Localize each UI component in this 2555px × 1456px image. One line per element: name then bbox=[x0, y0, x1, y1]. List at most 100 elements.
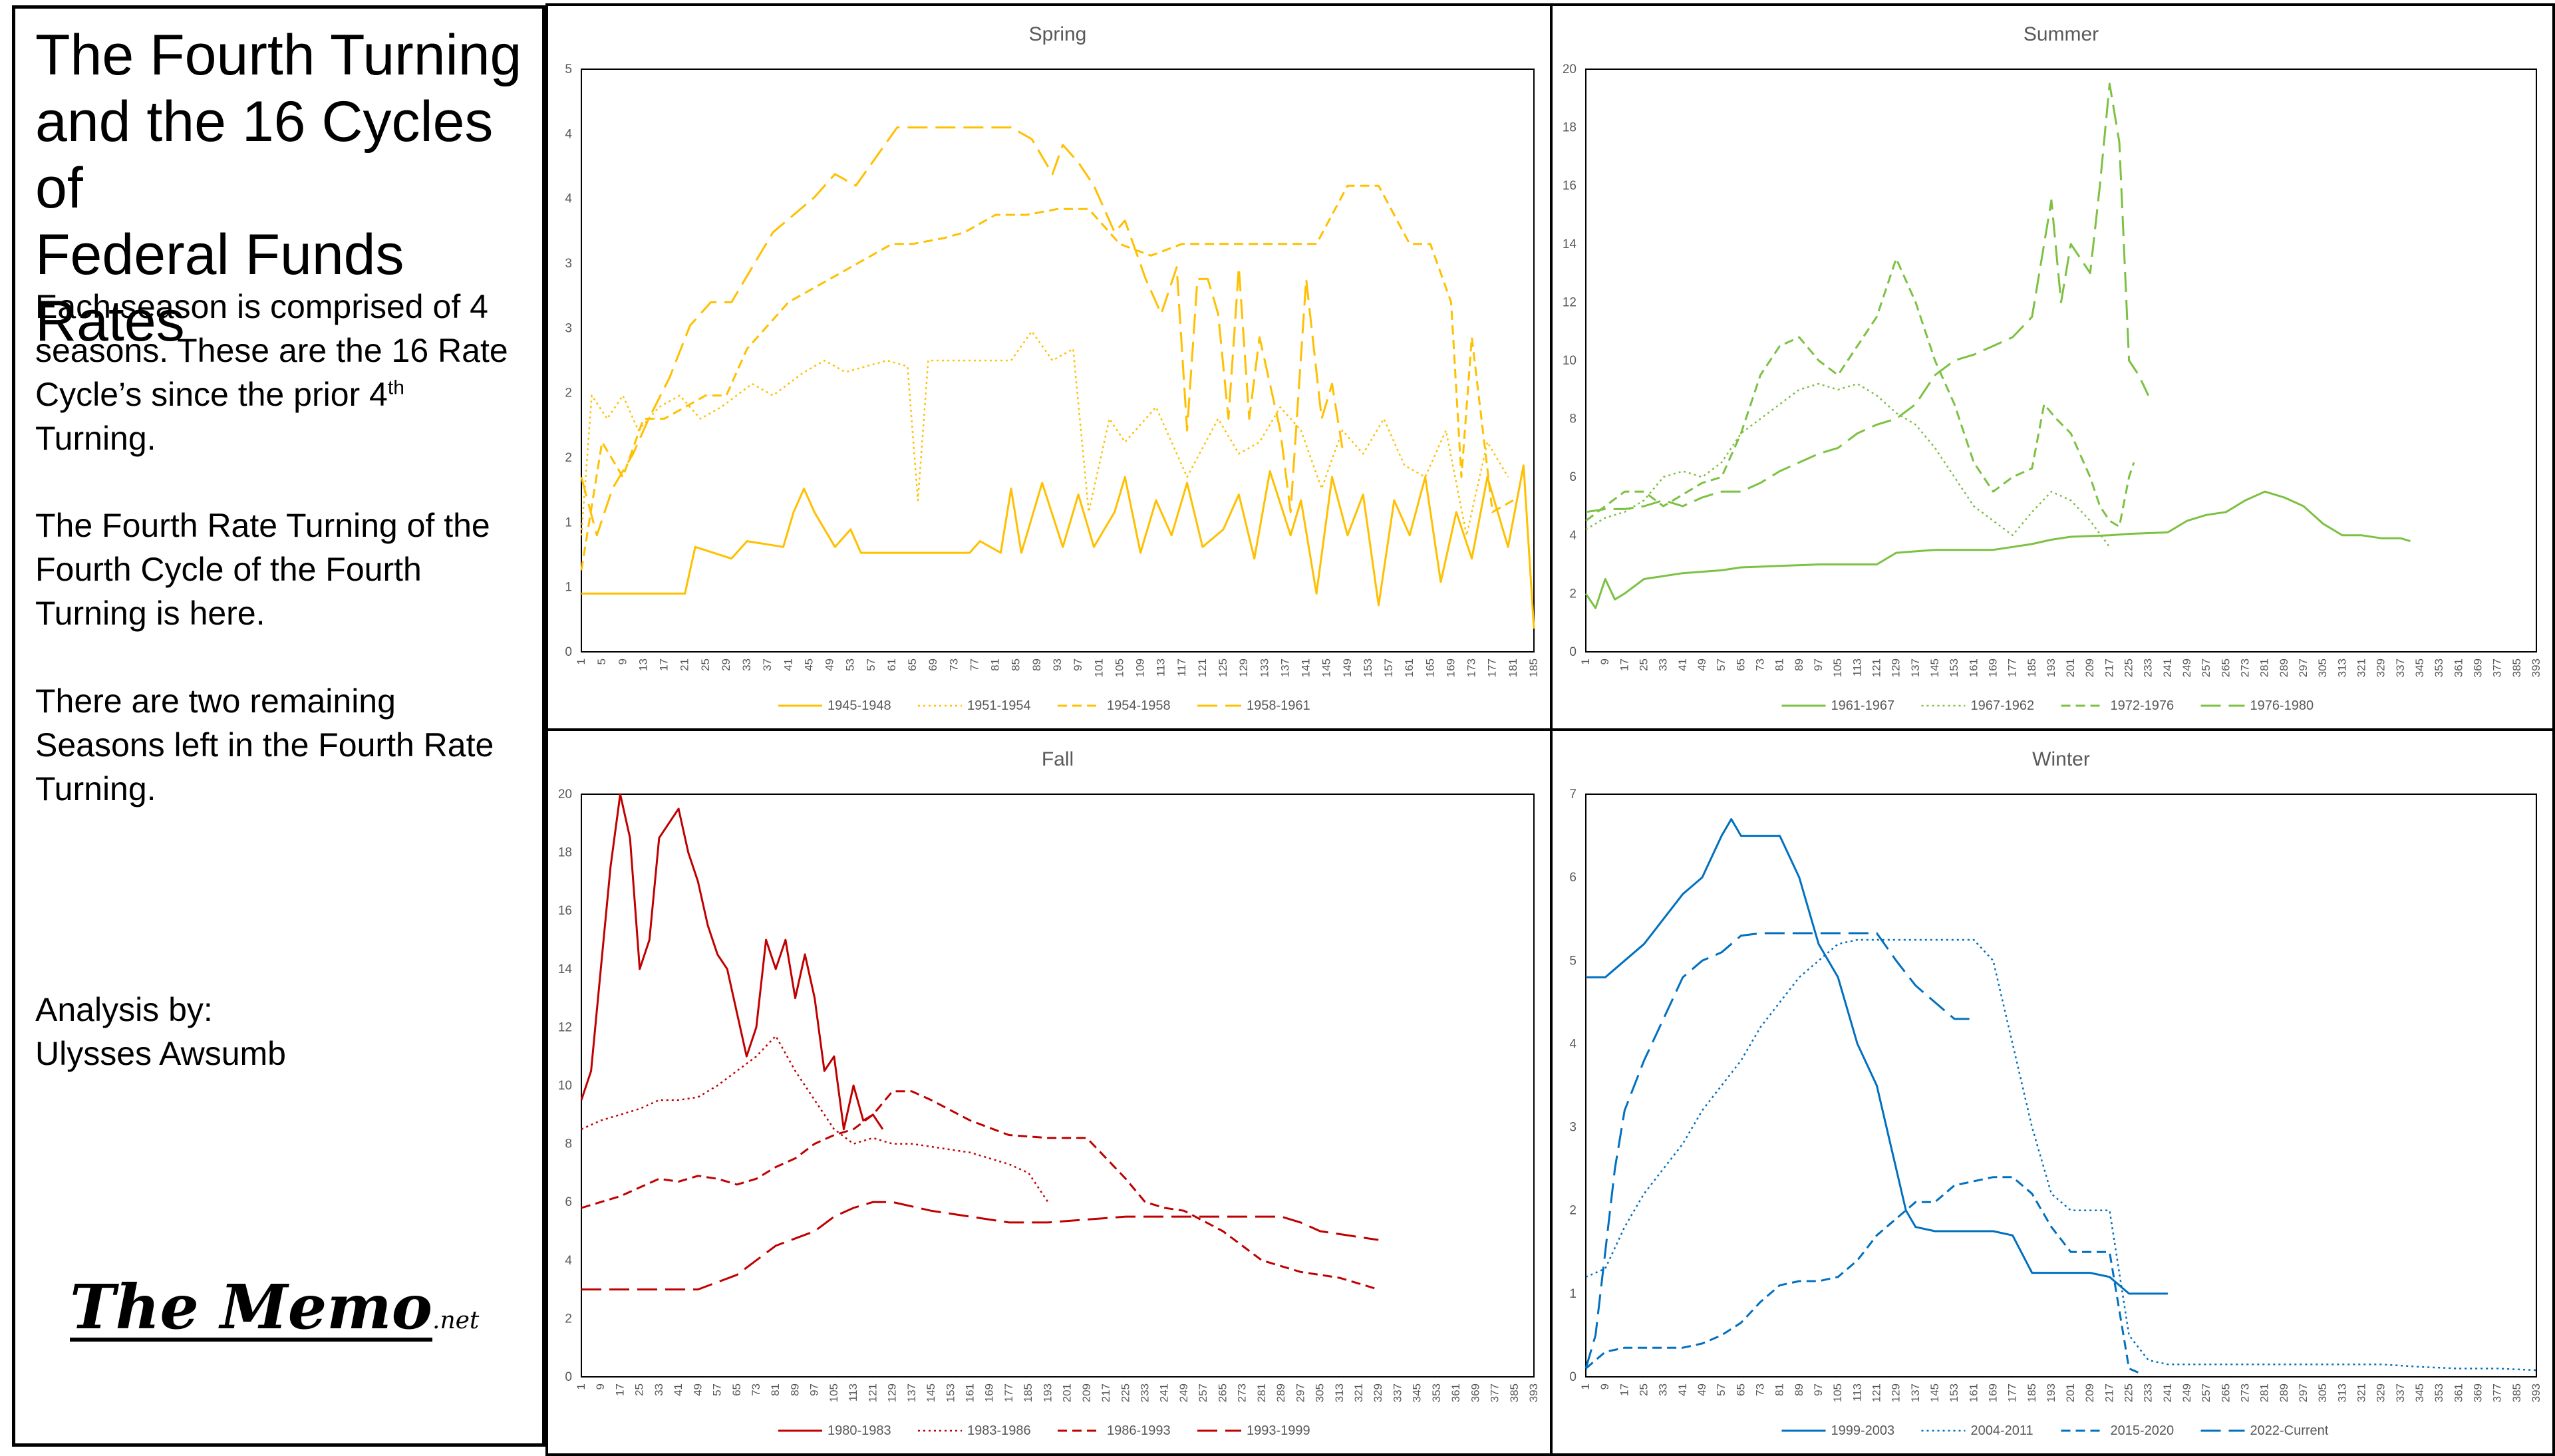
spring-chart-panel: Spring 0 1 1 2 2 3 3 4 4 5 1 5 9 13 17 21 25 29 33 37 41 45 49 5… bbox=[545, 3, 1553, 731]
x-tick-label: 169 bbox=[1986, 1383, 1999, 1402]
info-panel: The Fourth Turning and the 16 Cycles of … bbox=[12, 5, 545, 1447]
x-tick-label: 369 bbox=[1469, 1383, 1481, 1402]
x-tick-label: 113 bbox=[1851, 658, 1863, 676]
x-tick-label: 57 bbox=[711, 1383, 724, 1396]
series-line-1983-1986 bbox=[581, 1035, 1049, 1203]
y-tick-label: 14 bbox=[1563, 237, 1577, 251]
legend-item: 1958-1961 bbox=[1197, 698, 1310, 713]
legend-label: 1972-1976 bbox=[2111, 698, 2175, 713]
x-tick-label: 105 bbox=[1831, 1383, 1844, 1402]
x-tick-label: 157 bbox=[1382, 658, 1395, 677]
legend-item: 1967-1962 bbox=[1921, 698, 2034, 713]
x-tick-label: 37 bbox=[761, 658, 774, 671]
x-tick-label: 241 bbox=[2161, 1383, 2174, 1402]
x-tick-label: 361 bbox=[1449, 1383, 1462, 1402]
x-tick-label: 145 bbox=[1928, 658, 1941, 677]
x-tick-label: 77 bbox=[968, 658, 980, 671]
x-tick-label: 101 bbox=[1092, 658, 1105, 677]
x-tick-label: 73 bbox=[750, 1383, 762, 1396]
legend-label: 2004-2011 bbox=[1971, 1423, 2033, 1438]
x-tick-label: 9 bbox=[594, 1383, 607, 1389]
x-tick-label: 25 bbox=[1637, 1383, 1650, 1396]
legend-label: 1993-1999 bbox=[1247, 1423, 1310, 1438]
y-tick-label: 0 bbox=[1569, 645, 1577, 659]
x-tick-label: 41 bbox=[782, 658, 794, 671]
paragraph-line: Turning is here. bbox=[35, 595, 265, 632]
x-tick-label: 137 bbox=[1278, 658, 1291, 677]
y-tick-label: 20 bbox=[1563, 63, 1577, 76]
x-tick-label: 241 bbox=[2161, 658, 2174, 677]
x-tick-label: 81 bbox=[989, 658, 1002, 671]
logo-text: The Memo bbox=[70, 1271, 432, 1343]
x-tick-label: 233 bbox=[2142, 1383, 2155, 1402]
x-tick-label: 329 bbox=[2375, 658, 2387, 677]
plot-area bbox=[581, 69, 1535, 653]
x-tick-label: 329 bbox=[1372, 1383, 1384, 1402]
y-tick-label: 4 bbox=[1569, 529, 1577, 543]
x-tick-label: 321 bbox=[2355, 658, 2368, 677]
x-tick-label: 265 bbox=[2219, 658, 2232, 677]
x-tick-label: 257 bbox=[2200, 658, 2212, 677]
x-tick-label: 217 bbox=[2103, 1383, 2115, 1402]
y-tick-label: 10 bbox=[558, 1079, 572, 1093]
series-line-1980-1983 bbox=[580, 793, 884, 1131]
x-tick-label: 185 bbox=[2026, 1383, 2038, 1402]
x-tick-label: 337 bbox=[2394, 658, 2407, 677]
y-tick-label: 0 bbox=[1569, 1370, 1577, 1384]
x-tick-label: 97 bbox=[1812, 658, 1825, 671]
x-tick-label: 1 bbox=[575, 1383, 587, 1389]
x-tick-label: 13 bbox=[637, 658, 649, 671]
x-tick-label: 185 bbox=[1527, 658, 1540, 677]
author-name: Ulysses Awsumb bbox=[35, 1035, 286, 1072]
y-tick-label: 16 bbox=[558, 904, 572, 918]
x-tick-label: 89 bbox=[1793, 658, 1805, 671]
x-tick-label: 149 bbox=[1341, 658, 1354, 677]
x-tick-label: 45 bbox=[802, 658, 815, 671]
y-tick-label: 2 bbox=[565, 386, 572, 400]
x-tick-label: 25 bbox=[1637, 658, 1650, 671]
x-tick-label: 305 bbox=[1314, 1383, 1326, 1402]
x-tick-label: 193 bbox=[2045, 658, 2057, 677]
x-tick-label: 121 bbox=[1870, 658, 1882, 677]
paragraph-line: There are two remaining bbox=[35, 682, 396, 720]
x-tick-label: 97 bbox=[808, 1383, 821, 1396]
intro-line-text: Cycle’s since the prior 4 bbox=[35, 376, 388, 413]
series-line-1945-1948 bbox=[581, 464, 1535, 629]
the-memo-logo[interactable]: The Memo.net bbox=[70, 1271, 479, 1343]
x-tick-label: 141 bbox=[1300, 658, 1312, 677]
x-tick-label: 353 bbox=[2433, 658, 2445, 677]
series-line-1954-1958 bbox=[580, 184, 1514, 571]
y-tick-label: 16 bbox=[1563, 179, 1577, 193]
x-tick-label: 137 bbox=[1909, 658, 1922, 677]
y-tick-label: 1 bbox=[1569, 1287, 1577, 1301]
intro-line: Each season is comprised of 4 bbox=[35, 288, 488, 325]
x-tick-label: 345 bbox=[2413, 1383, 2426, 1402]
x-tick-label: 65 bbox=[906, 658, 919, 671]
x-tick-label: 225 bbox=[1119, 1383, 1131, 1402]
x-tick-label: 385 bbox=[2510, 658, 2523, 677]
x-tick-label: 201 bbox=[1061, 1383, 1074, 1402]
legend-item: 2004-2011 bbox=[1921, 1423, 2033, 1438]
x-tick-label: 281 bbox=[2258, 1383, 2271, 1402]
x-tick-label: 165 bbox=[1424, 658, 1436, 677]
x-tick-label: 361 bbox=[2452, 658, 2465, 677]
title-line: The Fourth Turning bbox=[35, 23, 522, 87]
x-tick-label: 289 bbox=[1275, 1383, 1287, 1402]
x-tick-label: 113 bbox=[847, 1383, 859, 1401]
series-line-1972-1976 bbox=[1585, 257, 2135, 528]
x-tick-label: 281 bbox=[1255, 1383, 1268, 1402]
x-tick-label: 305 bbox=[2316, 1383, 2329, 1402]
y-tick-label: 10 bbox=[1563, 354, 1577, 368]
y-tick-label: 2 bbox=[1569, 587, 1577, 601]
x-tick-label: 65 bbox=[730, 1383, 743, 1396]
x-tick-label: 65 bbox=[1734, 658, 1747, 671]
x-tick-label: 217 bbox=[1100, 1383, 1112, 1402]
x-tick-label: 257 bbox=[2200, 1383, 2212, 1402]
x-tick-label: 133 bbox=[1258, 658, 1271, 677]
chart-title: Summer bbox=[2024, 23, 2099, 45]
legend-label: 2022-Current bbox=[2250, 1423, 2329, 1438]
y-tick-label: 5 bbox=[1569, 954, 1577, 968]
x-tick-label: 369 bbox=[2472, 1383, 2484, 1402]
legend-label: 1954-1958 bbox=[1107, 698, 1171, 713]
